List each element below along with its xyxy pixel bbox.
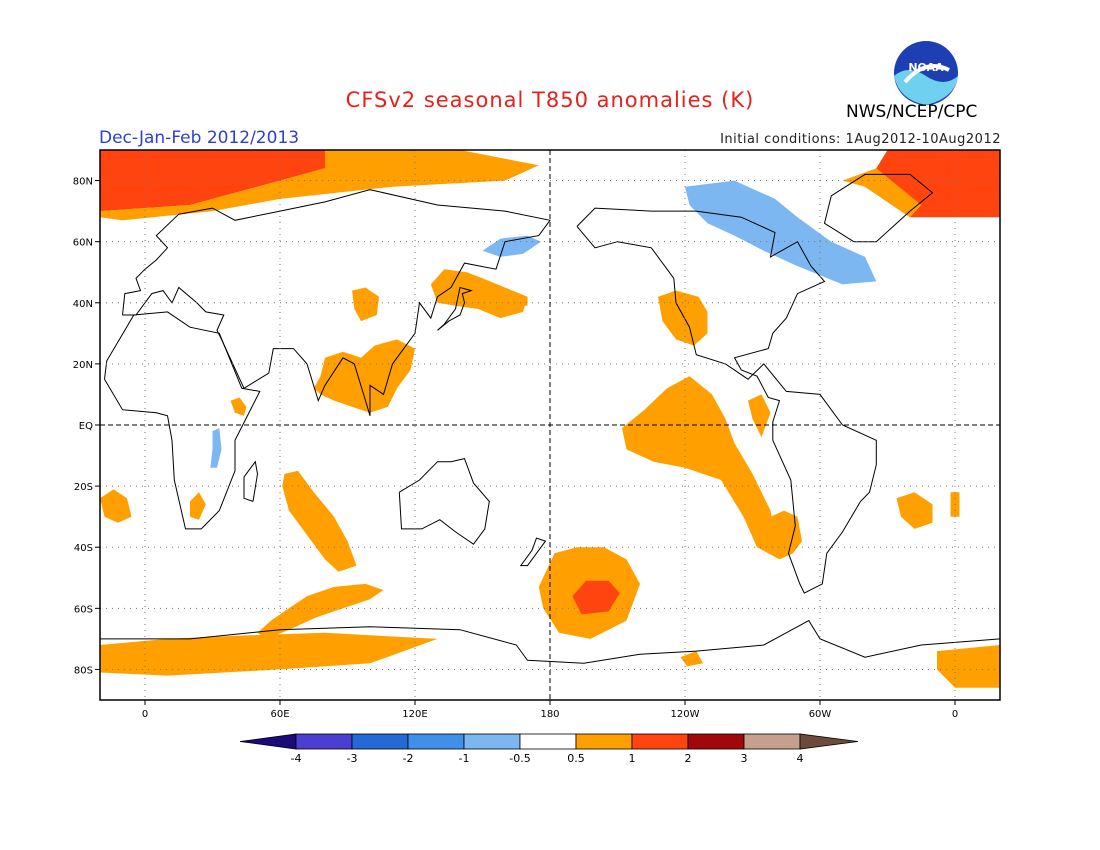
- coastline-5: [100, 619, 1000, 664]
- coastline-7: [519, 537, 547, 567]
- colorbar-label: 3: [741, 752, 748, 765]
- colorbar-segment: [351, 733, 409, 750]
- anomaly-region-canada-cold: [685, 180, 877, 285]
- coastline-8: [437, 286, 474, 331]
- anomaly-region-arctic-warm-west: [100, 150, 325, 212]
- colorbar-label: 4: [797, 752, 804, 765]
- lat-tick-label: 60S: [74, 604, 93, 615]
- lat-tick-label: 40S: [74, 543, 93, 554]
- anomaly-region-southern-ocean-warm-indian: [257, 583, 384, 639]
- anomaly-regions: [100, 150, 1000, 688]
- lon-tick-label: 180: [540, 709, 559, 720]
- anomaly-region-indian-ocean-warm: [282, 470, 357, 572]
- anomaly-region-ross-sea-warm: [680, 651, 703, 667]
- anomaly-region-central-asia-warm: [352, 287, 379, 322]
- anomaly-region-south-atlantic-warm: [896, 492, 933, 529]
- lon-tick-label: 0: [952, 709, 958, 720]
- colorbar-segment: [519, 733, 577, 750]
- colorbar-segment: [295, 733, 353, 750]
- coastline-4: [823, 173, 934, 243]
- colorbar-label: -0.5: [509, 752, 530, 765]
- organization-label: NWS/NCEP/CPC: [846, 102, 978, 122]
- colorbar-segment: [575, 733, 633, 750]
- anomaly-region-pacific-warm-north: [658, 290, 708, 346]
- axis-ticks: 80N 60N 40N 20N EQ 20S 40S 60S 80S 0 60E 120E 180 120…: [73, 177, 958, 720]
- colorbar-label: 2: [685, 752, 692, 765]
- noaa-logo: NOAA: [893, 40, 959, 106]
- anomaly-region-caribbean-warm: [748, 394, 771, 438]
- coastline-1: [122, 189, 551, 416]
- colorbar-label: -4: [291, 752, 302, 765]
- colorbar-label: 1: [629, 752, 636, 765]
- lon-tick-label: 120W: [671, 709, 700, 720]
- anomaly-region-kamchatka-cold: [482, 235, 541, 257]
- anomaly-region-antarctic-warm: [100, 632, 438, 676]
- anomaly-region-east-africa-warm: [230, 397, 247, 416]
- season-label: Dec-Jan-Feb 2012/2013: [99, 128, 300, 148]
- colorbar-arrow-low: [239, 733, 297, 750]
- colorbar-segment: [687, 733, 745, 750]
- lat-tick-label: 80N: [73, 177, 93, 188]
- anomaly-region-weddell-warm: [937, 645, 1000, 688]
- coastline-3: [576, 207, 877, 594]
- colorbar-arrow-high: [799, 733, 859, 750]
- lat-tick-label: 80S: [74, 665, 93, 676]
- lon-tick-label: 60E: [270, 709, 289, 720]
- lon-tick-label: 120E: [402, 709, 427, 720]
- anomaly-region-south-africa-warm: [190, 492, 206, 520]
- coastline-6: [243, 460, 259, 502]
- anomaly-region-pacific-warm-tropical: [622, 376, 780, 560]
- lat-tick-label: EQ: [79, 421, 93, 432]
- lat-tick-label: 20S: [74, 482, 93, 493]
- lon-tick-label: 60W: [809, 709, 832, 720]
- colorbar-label: -3: [347, 752, 358, 765]
- lon-tick-label: 0: [142, 709, 148, 720]
- lat-tick-label: 20N: [73, 360, 93, 371]
- chart-title: CFSv2 seasonal T850 anomalies (K): [345, 88, 755, 112]
- lat-tick-label: 40N: [73, 299, 93, 310]
- colorbar: -4 -3 -2 -1 -0.5 0.5 1 2 3 4: [239, 733, 859, 765]
- coastline-0: [104, 311, 261, 530]
- logo-text: NOAA: [908, 61, 944, 74]
- colorbar-segment: [743, 733, 801, 750]
- anomaly-region-south-pacific-hot: [572, 580, 620, 615]
- colorbar-segment: [631, 733, 689, 750]
- colorbar-label: -1: [459, 752, 470, 765]
- colorbar-label: -2: [403, 752, 414, 765]
- grid-lines: [100, 150, 1000, 700]
- anomaly-region-india-warm: [313, 339, 415, 413]
- lat-tick-label: 60N: [73, 238, 93, 249]
- colorbar-label: 0.5: [567, 752, 585, 765]
- colorbar-segment: [407, 733, 465, 750]
- anomaly-region-arctic-warm-west-fringe: [100, 150, 539, 221]
- initial-conditions-label: Initial conditions: 1Aug2012-10Aug2012: [720, 132, 1001, 147]
- anomaly-region-east-africa-cold: [210, 428, 222, 468]
- coastlines: [100, 173, 1000, 664]
- coastline-2: [398, 458, 490, 545]
- colorbar-segment: [463, 733, 521, 750]
- anomaly-region-japan-warm: [430, 269, 528, 319]
- anomaly-region-sw-indian-warm: [100, 489, 132, 523]
